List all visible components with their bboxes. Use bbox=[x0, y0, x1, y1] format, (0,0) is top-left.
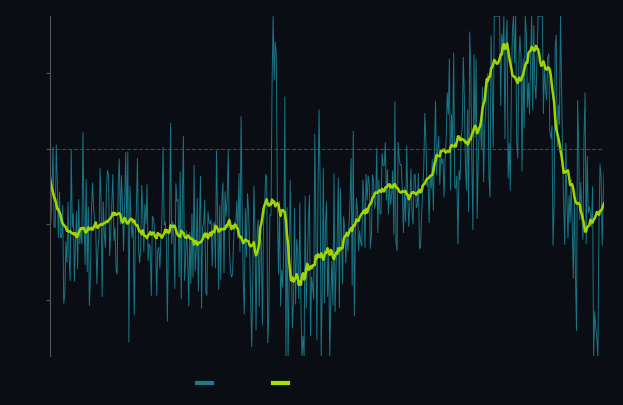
Legend: , : , bbox=[193, 375, 295, 392]
